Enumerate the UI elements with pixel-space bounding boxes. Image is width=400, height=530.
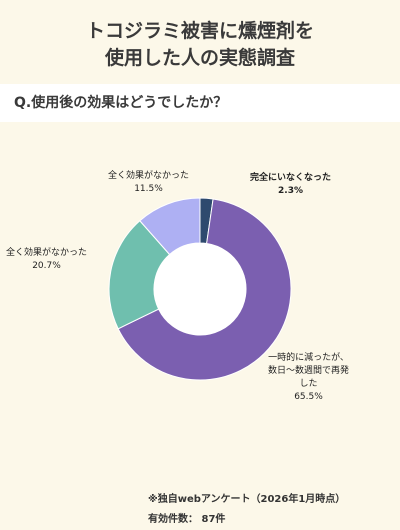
question-text: Q.使用後の効果はどうでしたか？ [14,95,228,111]
page-title: トコジラミ被害に燻煙剤を 使用した人の実態調査 [0,18,400,72]
slice-label-no-effect-2-name: 全く効果がなかった [108,171,190,181]
slice-label-reduced: 一時的に減ったが、 数日～数週間で再発 した 65.5% [268,352,349,404]
title-line-1: トコジラミ被害に燻煙剤を [85,20,314,42]
slice-label-complete-pct: 2.3% [278,186,303,196]
slice-label-no-effect-1-name: 全く効果がなかった [6,248,88,258]
slice-label-no-effect-1-pct: 20.7% [32,261,61,271]
slice-label-no-effect-2-pct: 11.5% [134,184,163,194]
slice-label-reduced-pct: 65.5% [294,392,323,402]
slice-label-complete-name: 完全にいなくなった [250,173,332,183]
response-count: 有効件数： 87件 [148,514,226,525]
slice-label-complete: 完全にいなくなった 2.3% [250,172,331,198]
donut-chart [108,197,292,381]
slice-label-no-effect-2: 全く効果がなかった 11.5% [108,170,189,196]
donut-hole [154,243,246,335]
slice-label-no-effect-1: 全く効果がなかった 20.7% [6,247,87,273]
source-note: ※独自webアンケート（2026年1月時点） [148,494,346,505]
title-line-2: 使用した人の実態調査 [104,47,295,69]
slice-label-reduced-line-2: 数日～数週間で再発 [268,366,350,376]
question-bar: Q.使用後の効果はどうでしたか？ [0,84,400,122]
slice-label-reduced-line-1: 一時的に減ったが、 [268,353,349,363]
slice-label-reduced-line-3: した [299,379,318,389]
